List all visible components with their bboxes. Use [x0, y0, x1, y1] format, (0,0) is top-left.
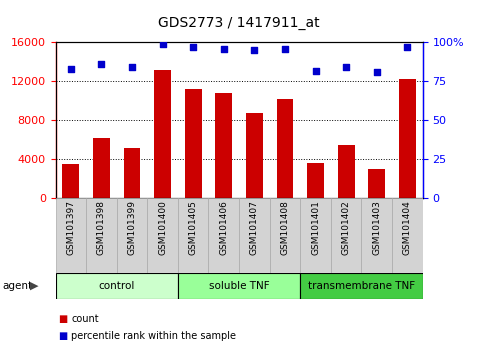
Text: percentile rank within the sample: percentile rank within the sample: [71, 331, 237, 341]
Bar: [178, 198, 209, 273]
Point: [98, 62, 105, 67]
Point: [281, 46, 289, 52]
Bar: [369, 169, 385, 198]
Bar: [338, 145, 355, 198]
Bar: [185, 89, 201, 198]
Text: GSM101399: GSM101399: [128, 200, 137, 256]
Text: agent: agent: [2, 281, 32, 291]
Text: GSM101397: GSM101397: [66, 200, 75, 256]
Text: GSM101406: GSM101406: [219, 200, 228, 255]
Bar: [270, 198, 300, 273]
Bar: [147, 198, 178, 273]
Bar: [93, 138, 110, 198]
Point: [312, 68, 319, 73]
Text: GSM101405: GSM101405: [189, 200, 198, 255]
Bar: [300, 273, 423, 299]
Bar: [246, 113, 263, 198]
Text: GSM101400: GSM101400: [158, 200, 167, 255]
Bar: [399, 80, 416, 198]
Bar: [277, 99, 293, 198]
Text: count: count: [71, 314, 99, 324]
Point: [251, 47, 258, 53]
Text: soluble TNF: soluble TNF: [209, 281, 270, 291]
Bar: [178, 273, 300, 299]
Point: [189, 44, 197, 50]
Bar: [361, 198, 392, 273]
Bar: [154, 70, 171, 198]
Point: [403, 44, 411, 50]
Bar: [56, 198, 86, 273]
Bar: [86, 198, 117, 273]
Point: [220, 46, 227, 52]
Text: control: control: [99, 281, 135, 291]
Bar: [392, 198, 423, 273]
Text: GSM101402: GSM101402: [341, 200, 351, 255]
Text: ■: ■: [58, 314, 67, 324]
Text: ▶: ▶: [30, 281, 39, 291]
Bar: [62, 164, 79, 198]
Bar: [215, 93, 232, 198]
Point: [67, 66, 75, 72]
Bar: [124, 148, 141, 198]
Point: [373, 69, 381, 75]
Bar: [209, 198, 239, 273]
Text: GSM101408: GSM101408: [281, 200, 289, 255]
Text: GDS2773 / 1417911_at: GDS2773 / 1417911_at: [158, 16, 320, 30]
Bar: [331, 198, 361, 273]
Bar: [56, 273, 178, 299]
Bar: [239, 198, 270, 273]
Text: GSM101398: GSM101398: [97, 200, 106, 256]
Bar: [300, 198, 331, 273]
Bar: [307, 163, 324, 198]
Point: [159, 41, 167, 47]
Text: GSM101404: GSM101404: [403, 200, 412, 255]
Text: GSM101407: GSM101407: [250, 200, 259, 255]
Text: ■: ■: [58, 331, 67, 341]
Text: GSM101403: GSM101403: [372, 200, 381, 255]
Point: [128, 64, 136, 70]
Bar: [117, 198, 147, 273]
Text: transmembrane TNF: transmembrane TNF: [308, 281, 415, 291]
Point: [342, 64, 350, 70]
Text: GSM101401: GSM101401: [311, 200, 320, 255]
